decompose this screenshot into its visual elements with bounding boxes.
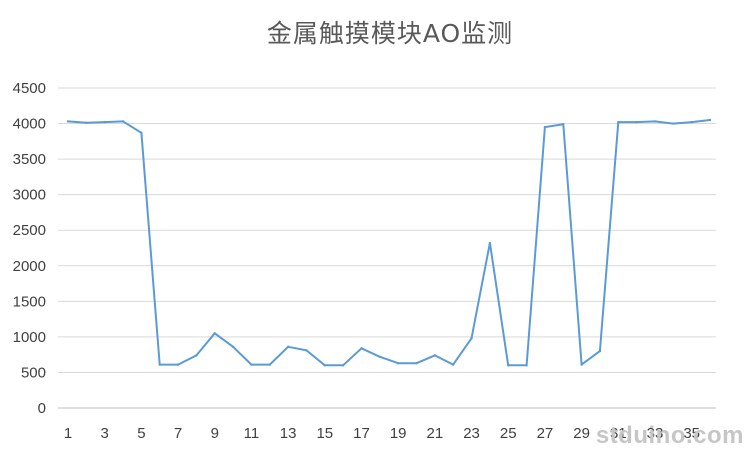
data-point: [121, 120, 125, 123]
y-tick-label: 1000: [13, 329, 46, 346]
y-tick-label: 2500: [13, 222, 46, 239]
data-point: [488, 241, 492, 245]
data-point: [562, 123, 565, 126]
data-point: [452, 363, 455, 366]
x-tick-label: 13: [280, 425, 297, 442]
y-tick-label: 500: [21, 364, 46, 381]
x-tick-label: 17: [353, 425, 370, 442]
data-point: [433, 354, 437, 357]
x-tick-label: 35: [683, 425, 700, 442]
data-point: [635, 120, 638, 124]
data-point: [140, 131, 143, 134]
x-tick-label: 19: [390, 425, 407, 442]
data-point: [268, 363, 271, 366]
data-point: [103, 120, 106, 124]
y-tick-label: 3500: [13, 151, 46, 168]
x-tick-label: 27: [537, 425, 554, 442]
data-point: [231, 345, 235, 349]
data-point: [378, 355, 382, 358]
y-tick-label: 0: [38, 400, 46, 417]
data-point: [360, 347, 363, 350]
series-line: [67, 119, 711, 367]
x-tick-label: 21: [427, 425, 444, 442]
data-point: [672, 122, 675, 125]
x-tick-label: 3: [101, 425, 109, 442]
data-point: [580, 363, 583, 366]
x-tick-label: 33: [647, 425, 664, 442]
data-point: [85, 121, 88, 125]
data-point: [415, 362, 418, 365]
x-tick-label: 25: [500, 425, 517, 442]
y-tick-label: 1500: [13, 293, 46, 310]
data-point: [176, 363, 180, 366]
data-point: [708, 118, 712, 122]
chart-title: 金属触摸模块AO监测: [266, 19, 514, 48]
x-tick-label: 29: [573, 425, 590, 442]
x-tick-label: 5: [137, 425, 145, 442]
y-tick-label: 4000: [13, 116, 46, 133]
data-point: [653, 120, 657, 123]
x-tick-label: 31: [610, 425, 627, 442]
x-tick-label: 1: [64, 425, 72, 442]
data-point: [690, 120, 693, 124]
watermark: stduino.com: [595, 422, 744, 449]
data-point: [617, 120, 620, 124]
data-point: [213, 332, 216, 335]
x-tick-label: 7: [174, 425, 182, 442]
data-point: [507, 364, 510, 367]
data-point: [525, 364, 528, 367]
data-point: [396, 362, 400, 365]
data-point: [543, 125, 547, 129]
x-tick-label: 23: [463, 425, 480, 442]
data-point: [66, 120, 70, 123]
data-point: [305, 349, 308, 352]
data-point: [598, 349, 602, 353]
data-point: [323, 364, 326, 367]
y-tick-label: 4500: [13, 80, 46, 97]
data-point: [286, 345, 290, 349]
x-tick-label: 11: [244, 425, 260, 442]
y-tick-label: 2000: [13, 258, 46, 275]
data-point: [195, 354, 198, 357]
x-tick-label: 15: [316, 425, 333, 442]
data-point: [158, 363, 161, 366]
x-tick-label: 9: [211, 425, 219, 442]
y-tick-label: 3000: [13, 187, 46, 204]
data-point: [250, 363, 253, 366]
data-point: [470, 337, 473, 340]
data-point: [341, 364, 345, 367]
